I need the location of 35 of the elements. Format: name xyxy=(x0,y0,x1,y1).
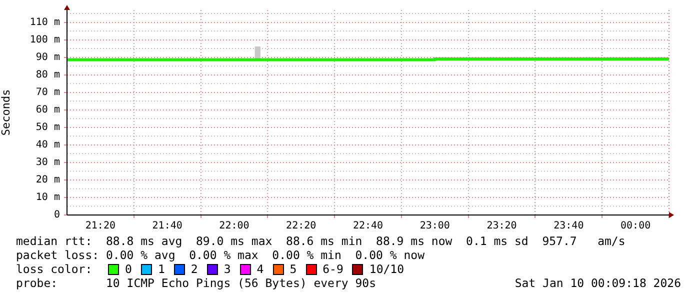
text: 3 xyxy=(224,262,231,276)
y-tick-label: 70 m xyxy=(36,86,60,98)
text: 1 xyxy=(158,262,165,276)
text: 2 xyxy=(190,262,198,276)
y-tick-label: 100 m xyxy=(30,34,60,46)
text: loss color: xyxy=(16,262,94,276)
text: Sat Jan 10 00:09:18 2026 xyxy=(514,276,681,290)
x-tick-label: 21:20 xyxy=(85,220,116,232)
text: packet loss: 0.00 % avg 0.00 % max 0.00 % min 0.00 % now xyxy=(16,248,424,262)
y-tick-label: 90 m xyxy=(36,52,60,63)
text: probe: 10 ICMP Echo Pings (56 Bytes) every 90s xyxy=(16,276,376,290)
y-tick-label: 0 xyxy=(54,210,60,221)
y-tick-label: 30 m xyxy=(36,157,60,168)
text: 10/10 xyxy=(369,262,404,276)
text: median rtt: 88.8 ms avg 89.0 ms max 88.6 ms min 88.9 ms now 0.1 ms sd 957.7 am/s xyxy=(16,234,626,248)
y-tick-label: 110 m xyxy=(30,16,60,28)
x-tick-label: 21:40 xyxy=(152,220,182,232)
y-tick-label: 60 m xyxy=(36,104,60,116)
text: 0 xyxy=(125,262,132,276)
x-tick-label: 23:40 xyxy=(554,220,584,232)
x-tick-label: 22:20 xyxy=(286,220,316,232)
x-tick-label: 22:40 xyxy=(352,220,384,232)
x-tick-label: 22:00 xyxy=(219,220,250,232)
text: 4 xyxy=(256,262,264,276)
text: 6-9 xyxy=(322,262,344,276)
y-tick-label: 40 m xyxy=(36,140,60,151)
y-tick-label: 10 m xyxy=(36,192,60,204)
y-tick-label: 20 m xyxy=(36,174,60,186)
x-tick-label: 23:00 xyxy=(420,220,450,232)
x-tick-label: 00:00 xyxy=(620,220,651,232)
y-tick-label: 80 m xyxy=(36,69,60,80)
y-tick-label: 50 m xyxy=(36,122,60,133)
text: 5 xyxy=(290,262,297,276)
y-axis-title: Seconds xyxy=(0,89,12,136)
x-tick-label: 23:20 xyxy=(486,220,517,232)
